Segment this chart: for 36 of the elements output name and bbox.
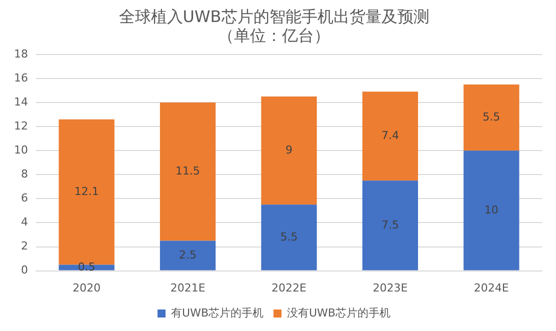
bar (261, 204, 317, 270)
x-tick-label: 2024E (474, 281, 509, 294)
y-tick-label: 14 (14, 95, 28, 108)
bar (362, 180, 418, 270)
y-tick-label: 4 (20, 216, 28, 229)
bar (362, 92, 418, 181)
data-label: 12.1 (74, 184, 99, 198)
bar (160, 240, 216, 270)
data-label: 2.5 (179, 248, 197, 262)
y-tick-label: 6 (20, 192, 28, 205)
bar (464, 150, 520, 270)
y-tick-label: 2 (20, 240, 28, 253)
y-tick-label: 16 (14, 71, 28, 84)
data-label: 11.5 (176, 164, 200, 178)
x-tick-label: 2023E (372, 281, 408, 294)
x-tick-label: 2021E (170, 281, 206, 294)
y-tick-label: 18 (14, 47, 28, 60)
data-label: 5.5 (280, 230, 298, 244)
legend-label: 没有UWB芯片的手机 (287, 306, 390, 320)
y-tick-label: 8 (20, 167, 28, 180)
bar (464, 84, 520, 151)
bar (160, 102, 216, 241)
chart-subtitle: （单位：亿台） (218, 26, 330, 45)
legend-label: 有UWB芯片的手机 (171, 306, 264, 320)
data-label: 7.5 (381, 218, 399, 232)
data-label: 5.5 (482, 110, 500, 124)
chart-title: 全球植入UWB芯片的智能手机出货量及预测 (118, 6, 430, 26)
y-tick-label: 10 (14, 143, 28, 156)
x-tick-label: 2020 (72, 281, 101, 294)
data-label: 10 (484, 203, 498, 216)
data-label: 7.4 (381, 129, 399, 142)
bar (261, 96, 317, 205)
data-label: 9 (286, 143, 292, 156)
x-tick-label: 2022E (272, 281, 307, 294)
y-tick-label: 0 (20, 264, 28, 277)
y-tick-label: 12 (14, 119, 28, 132)
